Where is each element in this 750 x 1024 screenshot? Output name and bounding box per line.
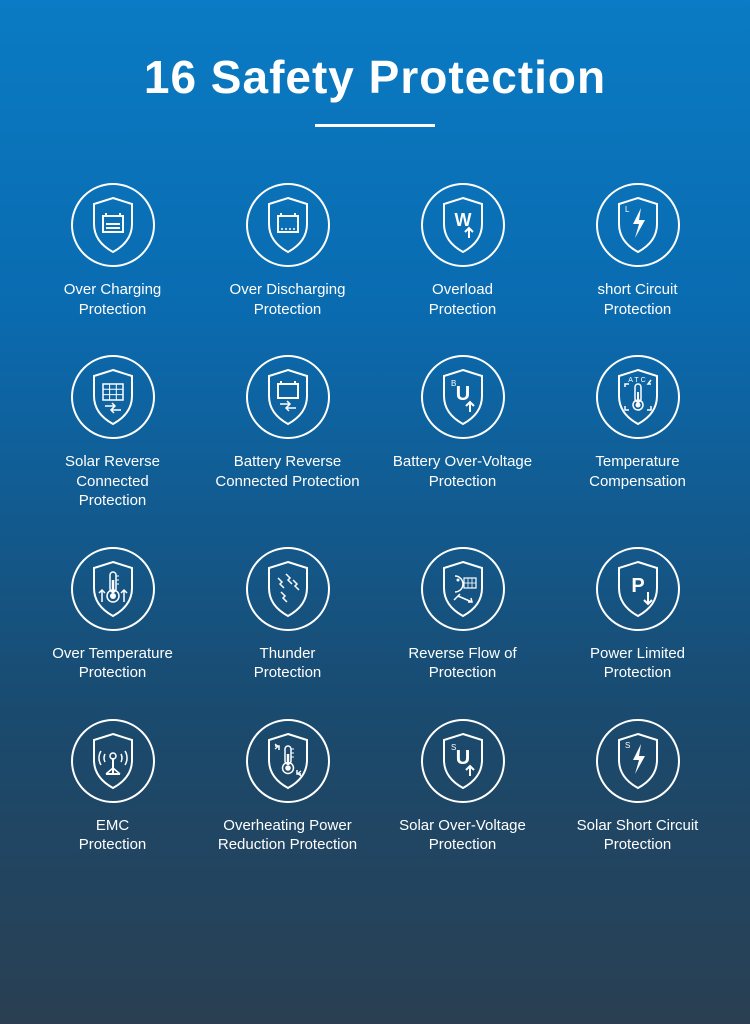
protection-label: Over Temperature Protection <box>52 644 173 683</box>
infographic-container: 16 Safety Protection Over Charging Prote… <box>0 0 750 885</box>
overload-icon: W <box>420 182 506 268</box>
protection-label: Power Limited Protection <box>590 644 685 683</box>
protection-item: Thunder Protection <box>205 546 370 683</box>
temp-comp-icon: ATC <box>595 354 681 440</box>
short-circuit-icon: L <box>595 182 681 268</box>
protection-item: Over Discharging Protection <box>205 182 370 319</box>
protection-item: S Solar Short Circuit Protection <box>555 718 720 855</box>
protection-item: Solar Reverse Connected Protection <box>30 354 195 511</box>
title-underline <box>315 124 435 127</box>
svg-text:L: L <box>625 205 630 214</box>
svg-text:S: S <box>625 741 630 750</box>
protection-label: short Circuit Protection <box>597 280 677 319</box>
protection-label: Temperature Compensation <box>589 452 686 491</box>
protection-label: Thunder Protection <box>254 644 322 683</box>
solar-reverse-icon <box>70 354 156 440</box>
reverse-flow-icon <box>420 546 506 632</box>
protection-label: EMC Protection <box>79 816 147 855</box>
protection-label: Over Discharging Protection <box>230 280 346 319</box>
protection-label: Overload Protection <box>429 280 497 319</box>
protection-item: Battery Reverse Connected Protection <box>205 354 370 511</box>
page-title: 16 Safety Protection <box>30 50 720 104</box>
thunder-icon <box>245 546 331 632</box>
protection-item: ATC Temperature Compensation <box>555 354 720 511</box>
protection-label: Solar Over-Voltage Protection <box>399 816 526 855</box>
protection-grid: Over Charging Protection Over Dischargin… <box>30 182 720 855</box>
protection-item: Over Temperature Protection <box>30 546 195 683</box>
over-temp-icon <box>70 546 156 632</box>
battery-ov-icon: B U <box>420 354 506 440</box>
protection-label: Over Charging Protection <box>64 280 162 319</box>
protection-item: W Overload Protection <box>380 182 545 319</box>
svg-text:ATC: ATC <box>628 377 647 384</box>
protection-item: L short Circuit Protection <box>555 182 720 319</box>
overheat-power-icon <box>245 718 331 804</box>
svg-text:U: U <box>455 383 469 405</box>
protection-item: Over Charging Protection <box>30 182 195 319</box>
protection-label: Overheating Power Reduction Protection <box>218 816 357 855</box>
protection-label: Battery Reverse Connected Protection <box>215 452 359 491</box>
overdischarging-icon <box>245 182 331 268</box>
protection-item: B U Battery Over-Voltage Protection <box>380 354 545 511</box>
protection-item: S U Solar Over-Voltage Protection <box>380 718 545 855</box>
solar-short-icon: S <box>595 718 681 804</box>
protection-item: EMC Protection <box>30 718 195 855</box>
emc-icon <box>70 718 156 804</box>
svg-text:P: P <box>631 575 644 597</box>
protection-label: Battery Over-Voltage Protection <box>393 452 532 491</box>
protection-label: Solar Short Circuit Protection <box>577 816 699 855</box>
power-limited-icon: P <box>595 546 681 632</box>
battery-reverse-icon <box>245 354 331 440</box>
protection-label: Solar Reverse Connected Protection <box>30 452 195 511</box>
protection-item: Reverse Flow of Protection <box>380 546 545 683</box>
overcharging-icon <box>70 182 156 268</box>
svg-text:U: U <box>455 747 469 769</box>
protection-item: P Power Limited Protection <box>555 546 720 683</box>
protection-label: Reverse Flow of Protection <box>408 644 516 683</box>
solar-ov-icon: S U <box>420 718 506 804</box>
protection-item: Overheating Power Reduction Protection <box>205 718 370 855</box>
